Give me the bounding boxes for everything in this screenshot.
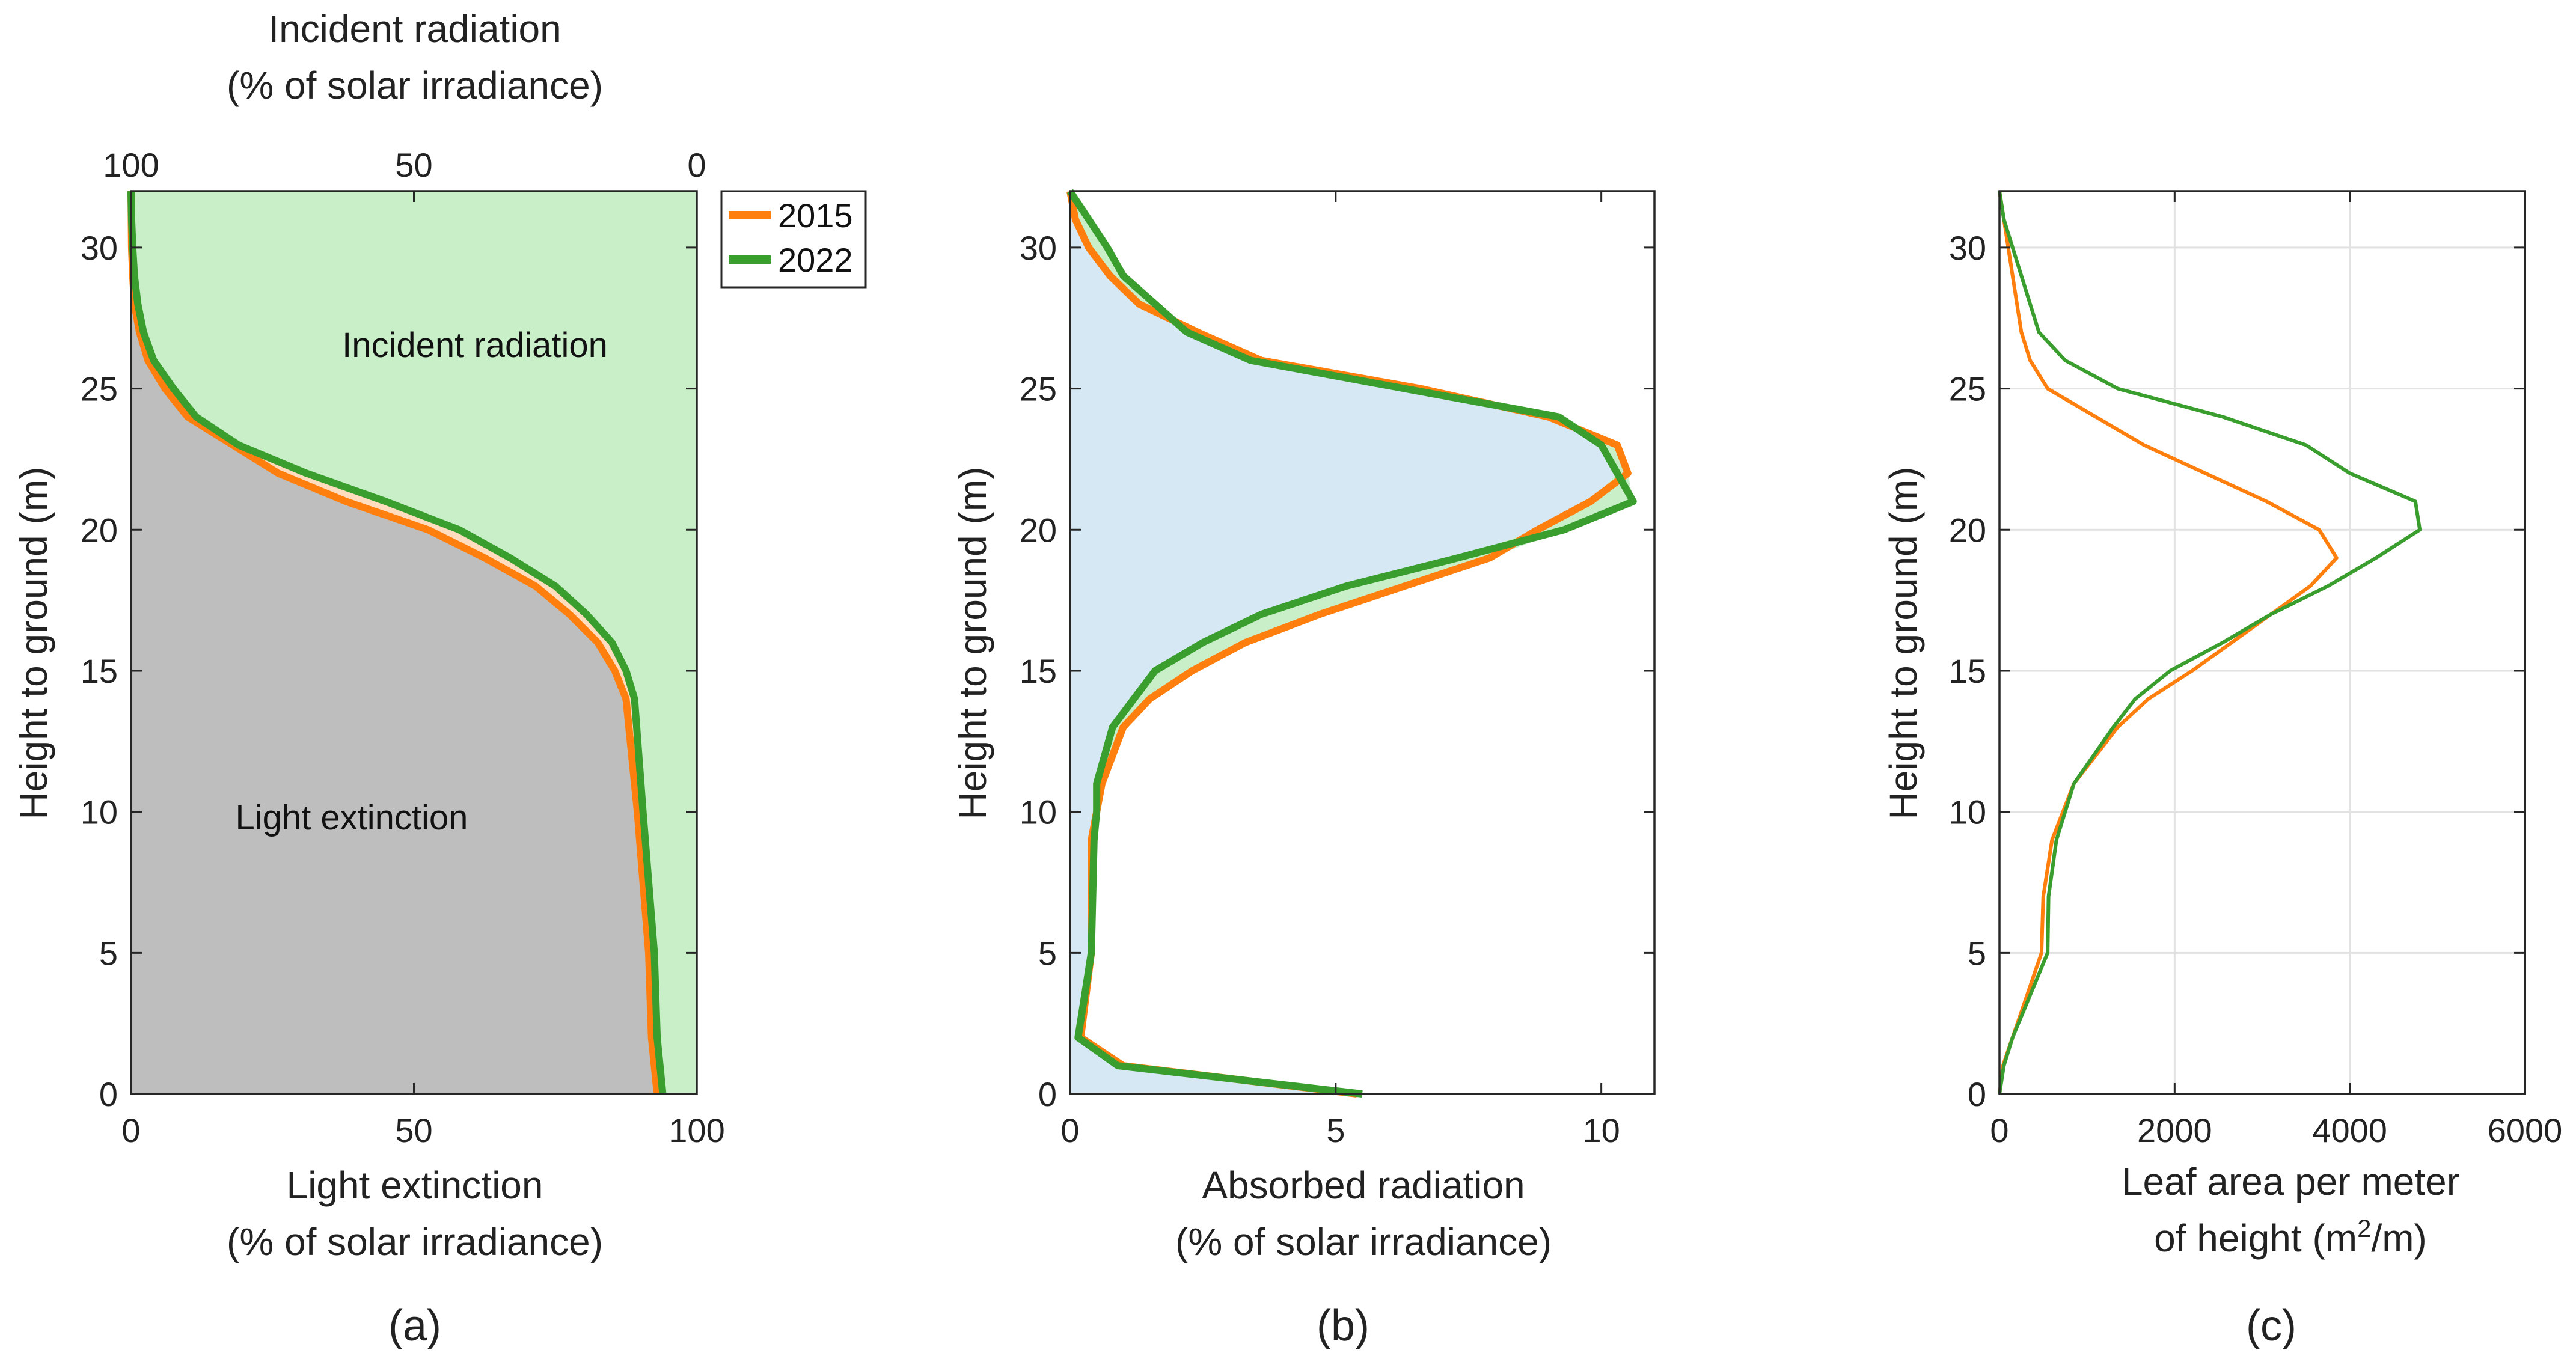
x-tick-label: 2000 <box>2137 1111 2212 1149</box>
y-tick-label: 20 <box>1949 511 1986 549</box>
y-tick-label: 20 <box>81 511 118 549</box>
panel-c-xlabel-text3: /m) <box>2371 1217 2426 1260</box>
panel-a-x2label-line2: (% of solar irradiance) <box>227 64 603 107</box>
y-tick-label: 20 <box>1020 511 1057 549</box>
panel-b-plot: 0 5 10 15 20 25 30 0 5 10 <box>1020 189 1656 1149</box>
series-2015-line <box>1998 191 2339 1095</box>
x-tick-label: 0 <box>121 1111 140 1149</box>
legend-label-2022: 2022 <box>778 241 853 279</box>
y-tick-label: 5 <box>99 934 118 972</box>
y-tick-label: 25 <box>1949 370 1986 408</box>
legend: 2015 2022 <box>720 190 867 289</box>
y-tick-label: 0 <box>1968 1075 1986 1113</box>
series-2022-line <box>127 191 667 1095</box>
x-tick-label: 6000 <box>2488 1111 2563 1149</box>
panel-a-plot: 0 5 10 15 20 25 30 0 50 100 100 50 0 <box>81 146 725 1149</box>
y-tick-label: 15 <box>1949 652 1986 690</box>
plot-frame <box>130 190 698 1095</box>
panel-c-xlabel-superscript: 2 <box>2357 1214 2371 1242</box>
legend-box <box>720 190 867 289</box>
panel-c-xlabel-line1: Leaf area per meter <box>2122 1160 2459 1203</box>
x-tick-label: 50 <box>395 1111 432 1149</box>
panel-b-ylabel: Height to ground (m) <box>951 467 994 820</box>
panel-b-xlabel-line1: Absorbed radiation <box>1202 1164 1525 1207</box>
x-tick-label: 0 <box>1990 1111 2008 1149</box>
y-tick-label: 10 <box>81 793 118 831</box>
panel-c-plot: 0 5 10 15 20 25 30 0 2000 4000 6000 <box>1949 190 2563 1149</box>
y-tick-label: 10 <box>1949 793 1986 831</box>
x2-tick-label: 50 <box>395 146 432 184</box>
panel-b-label: (b) <box>1317 1302 1369 1350</box>
y-tick-label: 25 <box>81 370 118 408</box>
panel-b: 0 5 10 15 20 25 30 0 5 10 Absorbed radiation (% o… <box>951 189 1656 1350</box>
y-tick-label: 5 <box>1968 934 1986 972</box>
x-tick-label: 4000 <box>2312 1111 2387 1149</box>
panel-c: 0 5 10 15 20 25 30 0 2000 4000 6000 Leaf area per … <box>1882 190 2563 1350</box>
y-tick-label: 30 <box>81 229 118 267</box>
y-tick-label: 5 <box>1038 934 1057 972</box>
light-extinction-area <box>131 191 658 1094</box>
legend-label-2015: 2015 <box>778 197 853 234</box>
panel-a-x2label-line1: Incident radiation <box>268 7 561 50</box>
plot-frame <box>1998 190 2526 1095</box>
x2-tick-label: 100 <box>103 146 159 184</box>
panel-c-xlabel-line2: of height (m2/m) <box>2154 1214 2427 1260</box>
panel-a: 0 5 10 15 20 25 30 0 50 100 100 50 0 Incident radiat… <box>12 7 867 1350</box>
panel-b-xlabel-line2: (% of solar irradiance) <box>1175 1220 1552 1263</box>
x2-tick-label: 0 <box>687 146 706 184</box>
absorbed-radiation-area <box>1070 191 1618 1094</box>
plot-frame <box>1069 190 1656 1095</box>
x-tick-label: 5 <box>1326 1111 1345 1149</box>
y-tick-label: 10 <box>1020 793 1057 831</box>
y-tick-label: 15 <box>1020 652 1057 690</box>
panel-c-ylabel: Height to ground (m) <box>1882 467 1925 820</box>
panel-c-xlabel-text1: Leaf area per meter <box>2122 1160 2459 1203</box>
panel-a-xlabel-line1: Light extinction <box>287 1164 543 1207</box>
series-2022-line <box>1998 191 2422 1095</box>
y-tick-label: 25 <box>1020 370 1057 408</box>
annotation-incident-radiation: Incident radiation <box>342 326 608 365</box>
y-tick-label: 30 <box>1020 229 1057 267</box>
y-tick-label: 30 <box>1949 229 1986 267</box>
y-tick-label: 0 <box>1038 1075 1057 1113</box>
panel-a-ylabel: Height to ground (m) <box>12 467 55 820</box>
x-tick-label: 10 <box>1582 1111 1620 1149</box>
y-tick-label: 15 <box>81 652 118 690</box>
annotation-light-extinction: Light extinction <box>236 798 468 837</box>
panel-c-xlabel-text2: of height (m <box>2154 1217 2357 1260</box>
x-tick-label: 100 <box>668 1111 724 1149</box>
y-tick-label: 0 <box>99 1075 118 1113</box>
series-2022-line <box>1066 189 1637 1098</box>
panel-c-label: (c) <box>2246 1302 2296 1350</box>
x-tick-label: 0 <box>1060 1111 1079 1149</box>
panel-a-xlabel-line2: (% of solar irradiance) <box>227 1220 603 1263</box>
panel-a-label: (a) <box>388 1302 441 1350</box>
